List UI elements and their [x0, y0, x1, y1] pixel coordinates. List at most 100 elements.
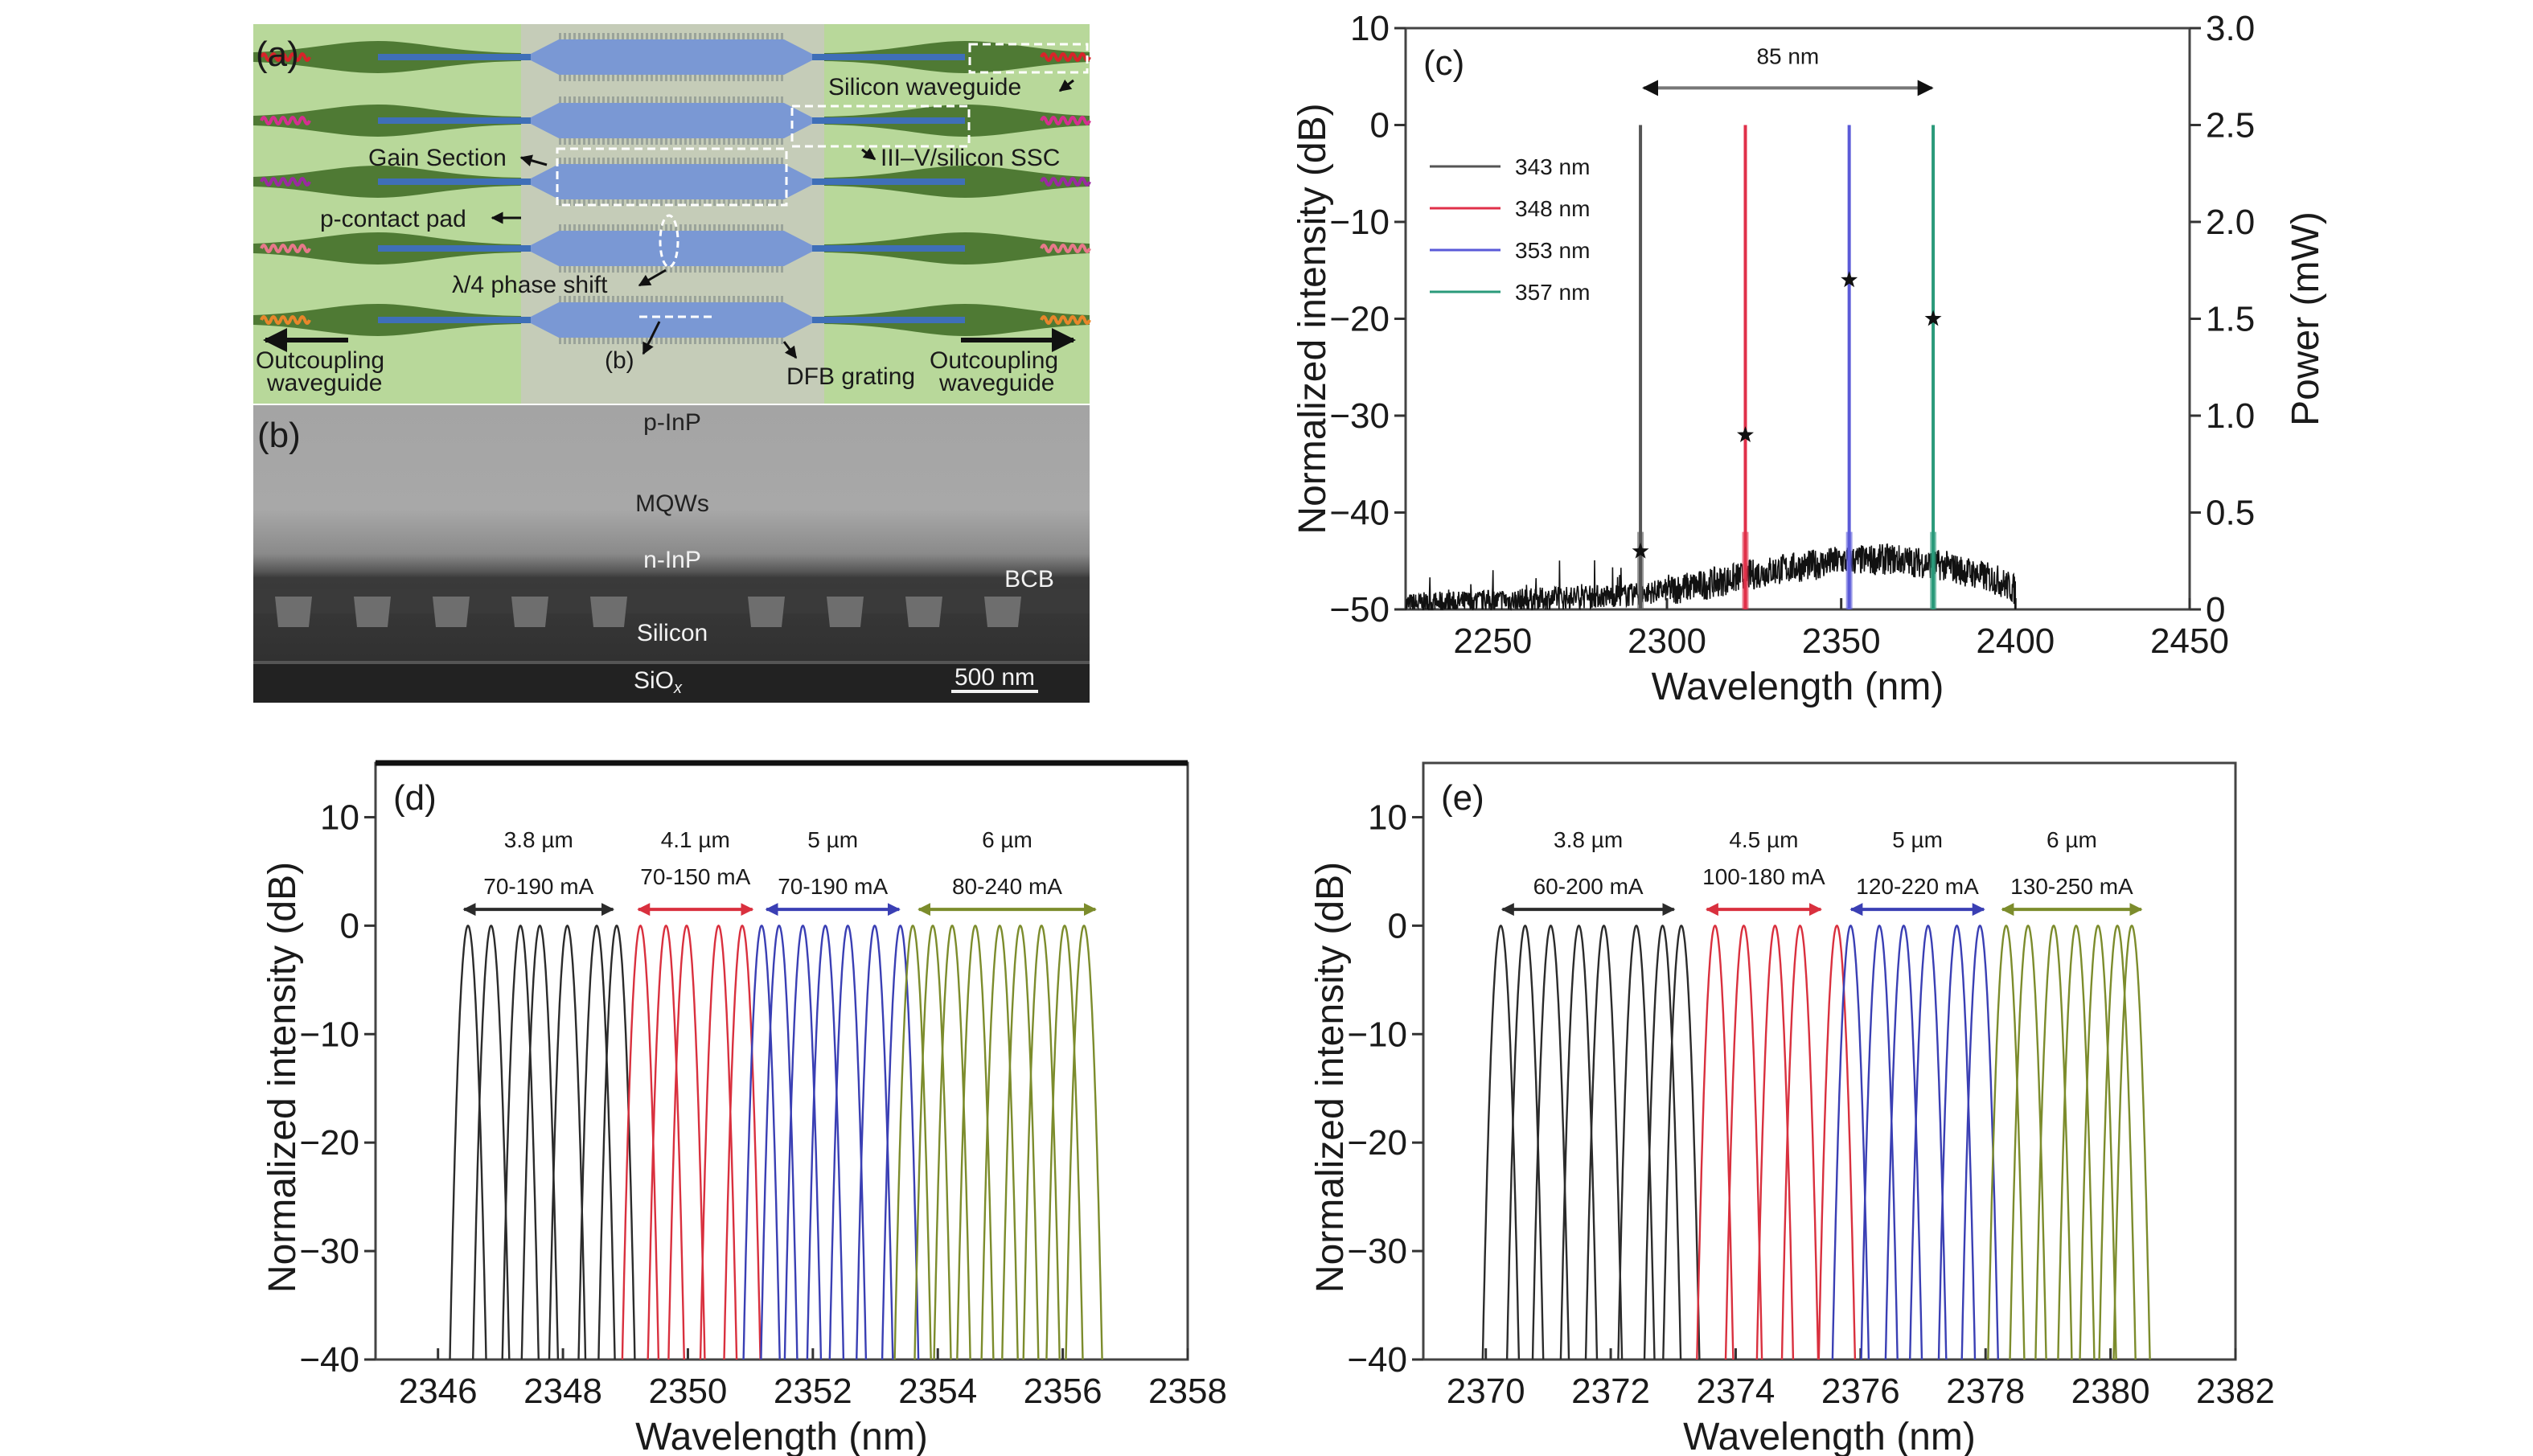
spectrum-peak-line	[577, 925, 616, 1360]
current-range-label: 70-190 mA	[483, 874, 593, 899]
spectrum-peak-line	[1817, 925, 1857, 1360]
silicon-grating-teeth	[253, 589, 1090, 627]
period-label: 6 µm	[982, 827, 1032, 852]
lasing-peak-line	[1932, 125, 1936, 609]
spectrum-peak-line	[1724, 925, 1763, 1360]
peak-group: 6 µm 80-240 mA	[893, 827, 1103, 1360]
peak-group: 5 µm 70-190 mA	[742, 827, 920, 1360]
arrow-icon	[1058, 79, 1074, 92]
chart-e-tuning-spectra: 2370 2372 2374 2376 2378 2380 2382 −40 −30 −20 −10…	[1309, 761, 2275, 1456]
legend-entry: 348 nm	[1515, 196, 1590, 221]
period-label: 4.1 µm	[661, 827, 730, 852]
period-label: 3.8 µm	[1554, 827, 1623, 852]
period-label: 4.5 µm	[1729, 827, 1798, 852]
y-tick-label: −30	[299, 1232, 359, 1271]
y-right-tick-label: 0.5	[2206, 494, 2255, 533]
arrow-icon	[782, 341, 798, 359]
label-phase-shift: λ/4 phase shift	[452, 272, 608, 298]
silicon-core-left	[378, 117, 539, 124]
lasing-peak-base	[1845, 531, 1853, 609]
spectrum-peak-line	[723, 925, 762, 1360]
current-range-label: 60-200 mA	[1533, 874, 1644, 899]
lasing-peak-line	[1639, 125, 1643, 609]
power-star-marker	[1737, 426, 1754, 442]
label-ssc: III–V/silicon SSC	[881, 145, 1060, 171]
chart-d-tuning-spectra: 2346 2348 2350 2352 2354 2356 2358 −40 −30 −20 −10…	[261, 760, 1227, 1456]
x-tick-label: 2350	[649, 1372, 728, 1411]
x-tick-label: 2370	[1447, 1372, 1525, 1411]
spectrum-peak-line	[856, 925, 894, 1360]
panel-label: (e)	[1441, 778, 1484, 818]
peak-group: 3.8 µm 60-200 mA	[1481, 827, 1701, 1360]
label-outcoupling-right-1: Outcoupling	[930, 347, 1058, 374]
spectrum-peak-line	[1987, 925, 2026, 1360]
y-right-tick-label: 2.0	[2206, 203, 2255, 242]
silicon-tooth	[748, 597, 785, 627]
y-right-tick-label: 3.0	[2206, 9, 2255, 48]
y-tick-label: −30	[1347, 1232, 1407, 1271]
spectrum-peak-line	[1617, 925, 1656, 1360]
label-silicon-waveguide: Silicon waveguide	[828, 74, 1021, 100]
power-star-marker	[1632, 542, 1649, 559]
current-range-label: 70-190 mA	[778, 874, 888, 899]
spectrum-peak-line	[2034, 925, 2073, 1360]
label-outcoupling-right-2: waveguide	[938, 370, 1054, 396]
silicon-tooth	[354, 597, 391, 627]
siox-layer	[253, 664, 1090, 703]
plot-frame	[1404, 27, 2191, 611]
spectrum-peak-line	[1831, 925, 1870, 1360]
y-right-axis-title: Power (mW)	[2285, 211, 2327, 426]
y-tick-label: 0	[1388, 906, 1407, 945]
x-tick-label: 2354	[898, 1372, 977, 1411]
layer-p-inp: p-InP	[643, 409, 701, 436]
light-wave-icon	[1040, 244, 1091, 253]
period-label: 5 µm	[1892, 827, 1943, 852]
silicon-core-right	[804, 117, 965, 124]
arrow-icon	[638, 269, 667, 287]
gain-section-box	[556, 147, 788, 207]
lasing-peak-base	[1742, 531, 1749, 609]
silicon-core-right	[804, 317, 965, 323]
light-wave-icon	[260, 52, 311, 62]
y-right-tick-label: 1.5	[2206, 300, 2255, 339]
light-wave-icon	[260, 177, 311, 187]
x-tick-label: 2356	[1024, 1372, 1102, 1411]
laser-array	[253, 33, 1091, 344]
spectrum-peak-line	[1937, 925, 1977, 1360]
arrow-icon	[519, 154, 548, 166]
gain-section	[531, 164, 812, 199]
x-tick-label: 2250	[1453, 621, 1532, 661]
y-tick-label: 0	[1370, 106, 1390, 146]
spectrum-peak-line	[2009, 925, 2047, 1360]
spectrum-peak-line	[2057, 925, 2096, 1360]
spectrum-peak-line	[1584, 925, 1624, 1360]
x-tick-label: 2378	[1946, 1372, 2025, 1411]
silicon-waveguide-box	[968, 43, 1089, 74]
spectrum-peak-line	[2079, 925, 2117, 1360]
spectrum-peak-line	[1001, 925, 1040, 1360]
lasing-peak-line	[1847, 125, 1851, 609]
y-right-tick-label: 1.0	[2206, 396, 2255, 436]
laser-row	[253, 96, 1091, 145]
sem-image	[253, 405, 1090, 703]
period-label: 3.8 µm	[504, 827, 573, 852]
spectrum-peak-line	[647, 925, 685, 1360]
y-tick-label: −40	[299, 1340, 359, 1380]
y-tick-label: −20	[299, 1123, 359, 1163]
gain-section	[531, 302, 812, 338]
spectrum-peak-line	[520, 925, 560, 1360]
layer-mqws: MQWs	[635, 490, 709, 517]
lasing-peak-base	[1637, 531, 1644, 609]
light-wave-icon	[1040, 116, 1091, 125]
y-axis-title: Normalized intensity (dB)	[1291, 103, 1334, 534]
x-tick-label: 2358	[1148, 1372, 1227, 1411]
x-tick-label: 2352	[774, 1372, 852, 1411]
current-range-label: 100-180 mA	[1702, 864, 1825, 889]
label-gain-section: Gain Section	[368, 145, 507, 171]
silicon-tooth	[511, 597, 548, 627]
silicon-tooth	[590, 597, 627, 627]
spectrum-peak-line	[1643, 925, 1682, 1360]
label-dfb-grating: DFB grating	[786, 363, 915, 390]
gain-region-band	[521, 24, 824, 404]
